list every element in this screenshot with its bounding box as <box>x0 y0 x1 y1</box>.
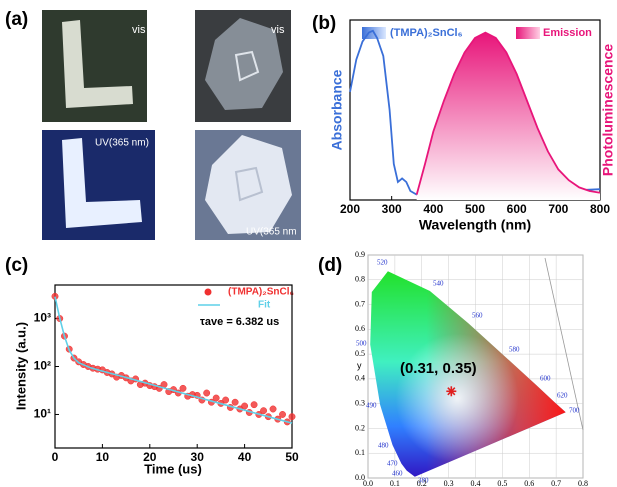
data-point <box>446 386 457 397</box>
data-point <box>212 394 220 402</box>
y-tick-label: 10³ <box>34 311 51 325</box>
data-point <box>269 405 277 413</box>
wavelength-label: 520 <box>377 259 388 267</box>
x-tick-label: 0.6 <box>524 479 534 487</box>
y-tick-label: 0.9 <box>355 250 365 259</box>
wavelength-label: 380 <box>418 477 429 485</box>
legend-label: (TMPA)₂SnCl₆ <box>228 287 294 298</box>
emission-area <box>416 32 600 200</box>
marks: (0.31, 0.35) <box>400 360 477 397</box>
x-tick-label: 0.7 <box>551 479 561 487</box>
line <box>415 31 601 195</box>
data-label: (0.31, 0.35) <box>400 360 477 377</box>
annotation: τave = 6.382 us <box>200 316 279 328</box>
x-axis-label: Time (us) <box>144 461 202 476</box>
wavelength-label: 580 <box>509 346 520 354</box>
y-tick-label: 0.1 <box>355 448 365 457</box>
legend-marker <box>204 288 212 296</box>
x-tick-label: 200 <box>340 202 360 216</box>
wavelength-label: 560 <box>472 312 483 320</box>
sample-shape <box>62 138 142 228</box>
crystal <box>205 18 283 110</box>
y-tick-label: 0.0 <box>355 473 365 482</box>
reference-line <box>544 257 584 431</box>
x-tick-label: 0 <box>52 450 59 464</box>
x-tick-label: 0.4 <box>471 479 481 487</box>
crystal <box>205 135 292 234</box>
x-tick-label: 300 <box>382 202 402 216</box>
wavelength-label: 480 <box>378 442 389 450</box>
wavelength-label: 470 <box>387 460 398 468</box>
data-point <box>231 398 239 406</box>
y-tick-label: 0.3 <box>355 398 365 407</box>
photo-label: vis <box>271 24 285 36</box>
x-tick-label: 600 <box>507 202 527 216</box>
x-tick-label: 0.0 <box>363 479 373 487</box>
panel-label: (a) <box>5 9 28 30</box>
y-tick-label: 10¹ <box>34 407 51 421</box>
x-tick-label: 20 <box>143 450 157 464</box>
wavelength-label: 540 <box>433 280 444 288</box>
x-tick-label: 800 <box>590 202 610 216</box>
wavelength-label: 460 <box>392 470 403 478</box>
panel-label: (c) <box>5 255 28 276</box>
x-tick-label: 50 <box>285 450 299 464</box>
panel-label: (d) <box>318 255 342 276</box>
data-point <box>222 396 230 404</box>
y-tick-label: 10² <box>34 359 51 373</box>
fit-line <box>54 296 293 424</box>
photo-label: UV(365 nm) <box>95 138 149 149</box>
y-axis-label: Intensity (a.u.) <box>13 322 28 410</box>
y-tick-label: 0.2 <box>355 423 365 432</box>
photo-label: vis <box>132 24 146 36</box>
sample-shape <box>62 20 133 108</box>
x-axis-label: Wavelength (nm) <box>419 217 531 233</box>
wavelength-label: 490 <box>366 402 377 410</box>
data-point <box>260 407 268 415</box>
wavelength-label: 600 <box>540 375 551 383</box>
legend-label: (TMPA)₂SnCl₆ <box>390 27 463 39</box>
x-tick-label: 0.8 <box>578 479 588 487</box>
data-point <box>250 401 258 409</box>
x-tick-label: 400 <box>423 202 443 216</box>
wavelength-label: 620 <box>557 392 568 400</box>
y-tick-label: 0.5 <box>355 349 365 358</box>
panel-label: (b) <box>312 13 336 34</box>
photo-label: UV(365 nm <box>246 227 297 238</box>
data-point <box>241 402 249 410</box>
x-tick-label: 0.1 <box>390 479 400 487</box>
crystal-detail <box>234 166 264 202</box>
wavelength-label: 500 <box>356 340 367 348</box>
x-tick-label: 10 <box>96 450 110 464</box>
data-point <box>279 411 286 418</box>
legend-label: Emission <box>543 27 592 39</box>
legend-label: Fit <box>258 300 271 311</box>
y-axis-label: Absorbance <box>329 69 345 150</box>
wavelength-labels: 380 460 470 480 490 500 520 540 560 580 … <box>356 259 580 485</box>
y-tick-label: 0.7 <box>355 299 365 308</box>
wavelength-label: 700 <box>569 407 580 415</box>
data-point <box>288 413 296 421</box>
crystal-detail <box>234 50 260 82</box>
y-axis-label: y <box>357 360 362 370</box>
data-point <box>179 384 187 392</box>
y-tick-label: 0.4 <box>355 374 365 383</box>
y2-axis-label: Photoluminescence <box>600 44 616 176</box>
x-tick-label: 40 <box>238 450 252 464</box>
x-tick-label: 700 <box>548 202 568 216</box>
x-tick-label: 0.2 <box>417 479 427 487</box>
legend-swatch <box>516 27 540 39</box>
star-ray <box>447 387 456 396</box>
data-point <box>203 389 211 397</box>
x-tick-label: 500 <box>465 202 485 216</box>
photos: vis vis UV(365 nm) UV(365 nm <box>42 10 301 240</box>
y-tick-label: 0.6 <box>355 324 365 333</box>
y-tick-label: 0.8 <box>355 275 365 284</box>
x-tick-label: 0.5 <box>497 479 507 487</box>
x-tick-label: 30 <box>191 450 205 464</box>
x-tick-label: 0.3 <box>444 479 454 487</box>
